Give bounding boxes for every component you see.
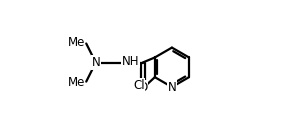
Text: N: N xyxy=(91,56,100,69)
Text: Cl: Cl xyxy=(133,79,145,92)
Text: Me: Me xyxy=(68,76,85,89)
Text: O: O xyxy=(138,81,147,94)
Text: N: N xyxy=(168,81,176,94)
Text: Me: Me xyxy=(68,36,85,49)
Text: NH: NH xyxy=(122,55,140,68)
